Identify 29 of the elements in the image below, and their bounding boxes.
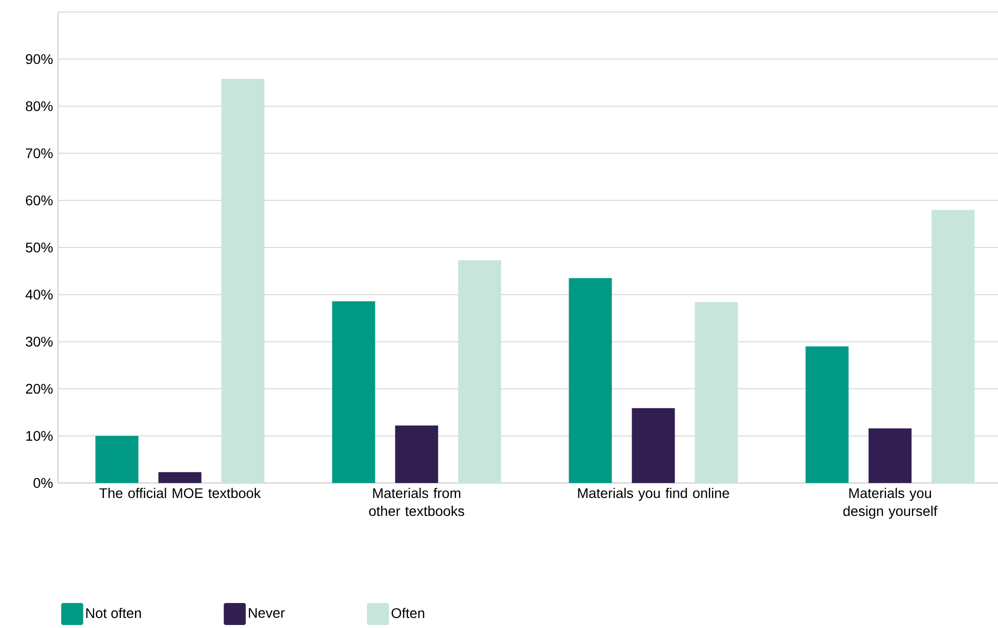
y-tick-label: 70% (26, 148, 53, 158)
y-tick-label: 40% (26, 290, 53, 300)
bar (568, 278, 612, 483)
x-tick-label: Materials you design yourself (843, 488, 938, 519)
y-tick-label: 80% (26, 101, 53, 112)
bar (395, 426, 438, 483)
y-tick-label: 0% (34, 478, 53, 488)
y-tick-label: 30% (26, 336, 53, 347)
bar (458, 260, 502, 483)
y-tick-label: 60% (26, 195, 53, 206)
bar (868, 428, 912, 483)
bar (158, 472, 202, 483)
bar (95, 436, 138, 483)
legend-label: Often (392, 608, 424, 618)
bar (932, 210, 975, 483)
bar (221, 78, 264, 483)
bar (806, 346, 849, 483)
legend-label: Never (248, 608, 285, 618)
x-tick-label: The official MOE textbook (99, 488, 261, 498)
y-tick-label: 50% (26, 242, 53, 252)
x-tick-label: Materials you find online (578, 488, 730, 501)
y-tick-label: 10% (26, 430, 53, 441)
y-tick-label: 90% (26, 54, 53, 64)
bar (632, 408, 675, 483)
bar (332, 301, 376, 483)
y-tick-label: 20% (26, 384, 53, 394)
bar (694, 302, 738, 483)
legend-label: Not often (86, 608, 141, 618)
x-tick-label: Materials from other textbooks (369, 488, 464, 516)
